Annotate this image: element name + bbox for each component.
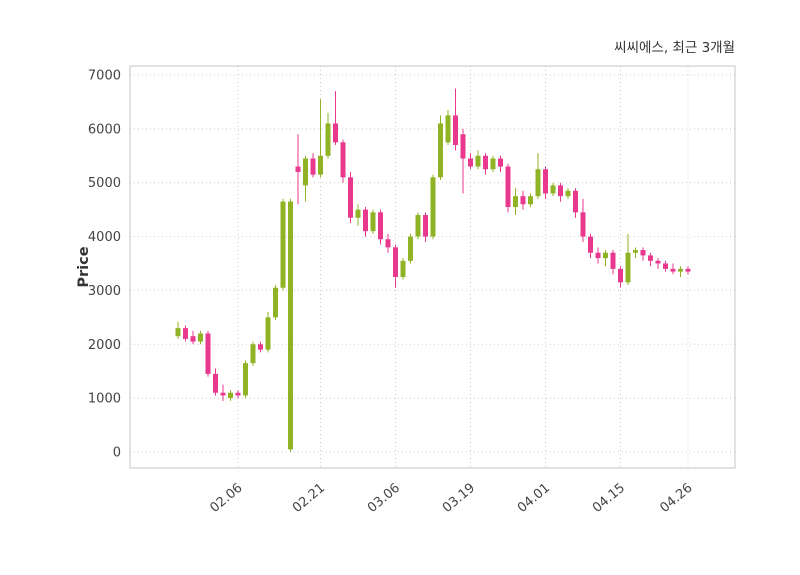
candle-body xyxy=(295,166,301,172)
candle-body xyxy=(625,252,631,283)
y-tick-label: 4000 xyxy=(88,230,121,245)
candle-body xyxy=(348,177,353,218)
y-tick-label: 2000 xyxy=(88,338,121,353)
candle-body xyxy=(483,155,488,170)
y-tick-label: 0 xyxy=(113,446,121,461)
x-tick-label: 04.26 xyxy=(657,481,695,516)
y-axis-label: Price xyxy=(76,246,92,287)
candle-body xyxy=(190,336,196,342)
candle-body xyxy=(490,158,496,170)
x-tick-label: 04.01 xyxy=(515,481,553,516)
candle-body xyxy=(423,215,428,237)
candle-body xyxy=(528,196,533,205)
candle-body xyxy=(258,344,263,350)
x-tick-label: 03.06 xyxy=(365,481,403,516)
candle-body xyxy=(333,123,338,143)
candle-body xyxy=(198,333,203,342)
candles xyxy=(175,88,691,452)
candle-body xyxy=(513,196,518,207)
candle-body xyxy=(273,287,278,318)
candle-body xyxy=(498,158,503,167)
candle-body xyxy=(370,212,376,232)
candle-body xyxy=(663,263,668,269)
candle-body xyxy=(385,239,391,248)
y-tick-label: 3000 xyxy=(88,284,121,299)
x-tick-label: 03.19 xyxy=(440,481,478,516)
x-tick-label: 04.15 xyxy=(590,481,628,516)
candle-body xyxy=(228,392,233,399)
candle-body xyxy=(603,252,608,259)
y-tick-label: 7000 xyxy=(88,69,121,84)
y-tick-label: 6000 xyxy=(88,122,121,137)
candle-body xyxy=(280,201,286,288)
candle-body xyxy=(408,236,413,261)
candle-body xyxy=(573,190,578,213)
candle-body xyxy=(235,392,241,396)
candle-body xyxy=(610,252,616,269)
plot-border xyxy=(129,65,736,469)
y-tick-label: 5000 xyxy=(88,176,121,191)
candle-body xyxy=(265,317,271,350)
y-axis-tick-labels: 0 1000 2000 3000 4000 5000 6000 7000 xyxy=(88,69,121,461)
candle-body xyxy=(580,212,586,237)
chart-title: 씨씨에스, 최근 3개월 xyxy=(614,40,735,56)
grid-lines xyxy=(130,66,735,468)
candle-body xyxy=(558,185,563,197)
x-tick-label: 02.06 xyxy=(207,481,245,516)
candle-body xyxy=(340,142,346,178)
candle-body xyxy=(325,123,331,156)
candle-body xyxy=(670,268,676,272)
candle-body xyxy=(175,328,181,337)
candle-body xyxy=(363,209,368,232)
candle-body xyxy=(355,209,361,218)
candle-body xyxy=(550,185,556,194)
candle-body xyxy=(633,250,638,253)
candle-body xyxy=(438,123,443,178)
candle-body xyxy=(475,155,481,167)
x-tick-label: 02.21 xyxy=(290,481,328,516)
candle-body xyxy=(618,268,623,283)
candle-body xyxy=(213,373,218,393)
candle-body xyxy=(468,158,473,167)
candle-body xyxy=(183,328,188,339)
x-axis-tick-labels: 02.06 02.21 03.06 03.19 04.01 04.15 04.26 xyxy=(207,481,695,516)
candle-body xyxy=(595,252,601,259)
candle-body xyxy=(640,250,646,256)
candle-body xyxy=(415,215,421,237)
candle-body xyxy=(205,333,211,374)
candle-body xyxy=(453,115,458,146)
candle-body xyxy=(520,196,526,205)
candle-body xyxy=(535,169,541,197)
candle-body xyxy=(678,268,683,272)
candle-body xyxy=(303,158,308,186)
candle-body xyxy=(310,158,316,175)
candle-body xyxy=(445,115,451,143)
candle-body xyxy=(288,201,293,450)
candle-body xyxy=(250,344,256,364)
candle-body xyxy=(685,268,691,272)
candle-body xyxy=(655,260,661,264)
candle-body xyxy=(318,155,323,175)
candle-body xyxy=(430,177,436,237)
candle-body xyxy=(565,190,571,197)
candle-body xyxy=(543,169,548,194)
candle-body xyxy=(505,166,511,207)
candle-body xyxy=(243,363,248,396)
candle-body xyxy=(400,260,406,277)
candle-body xyxy=(648,255,653,261)
y-tick-label: 1000 xyxy=(88,392,121,407)
candle-body xyxy=(378,212,383,240)
candle-body xyxy=(220,392,226,396)
candle-body xyxy=(588,236,593,253)
candle-body xyxy=(460,134,466,159)
candle-body xyxy=(393,247,398,277)
